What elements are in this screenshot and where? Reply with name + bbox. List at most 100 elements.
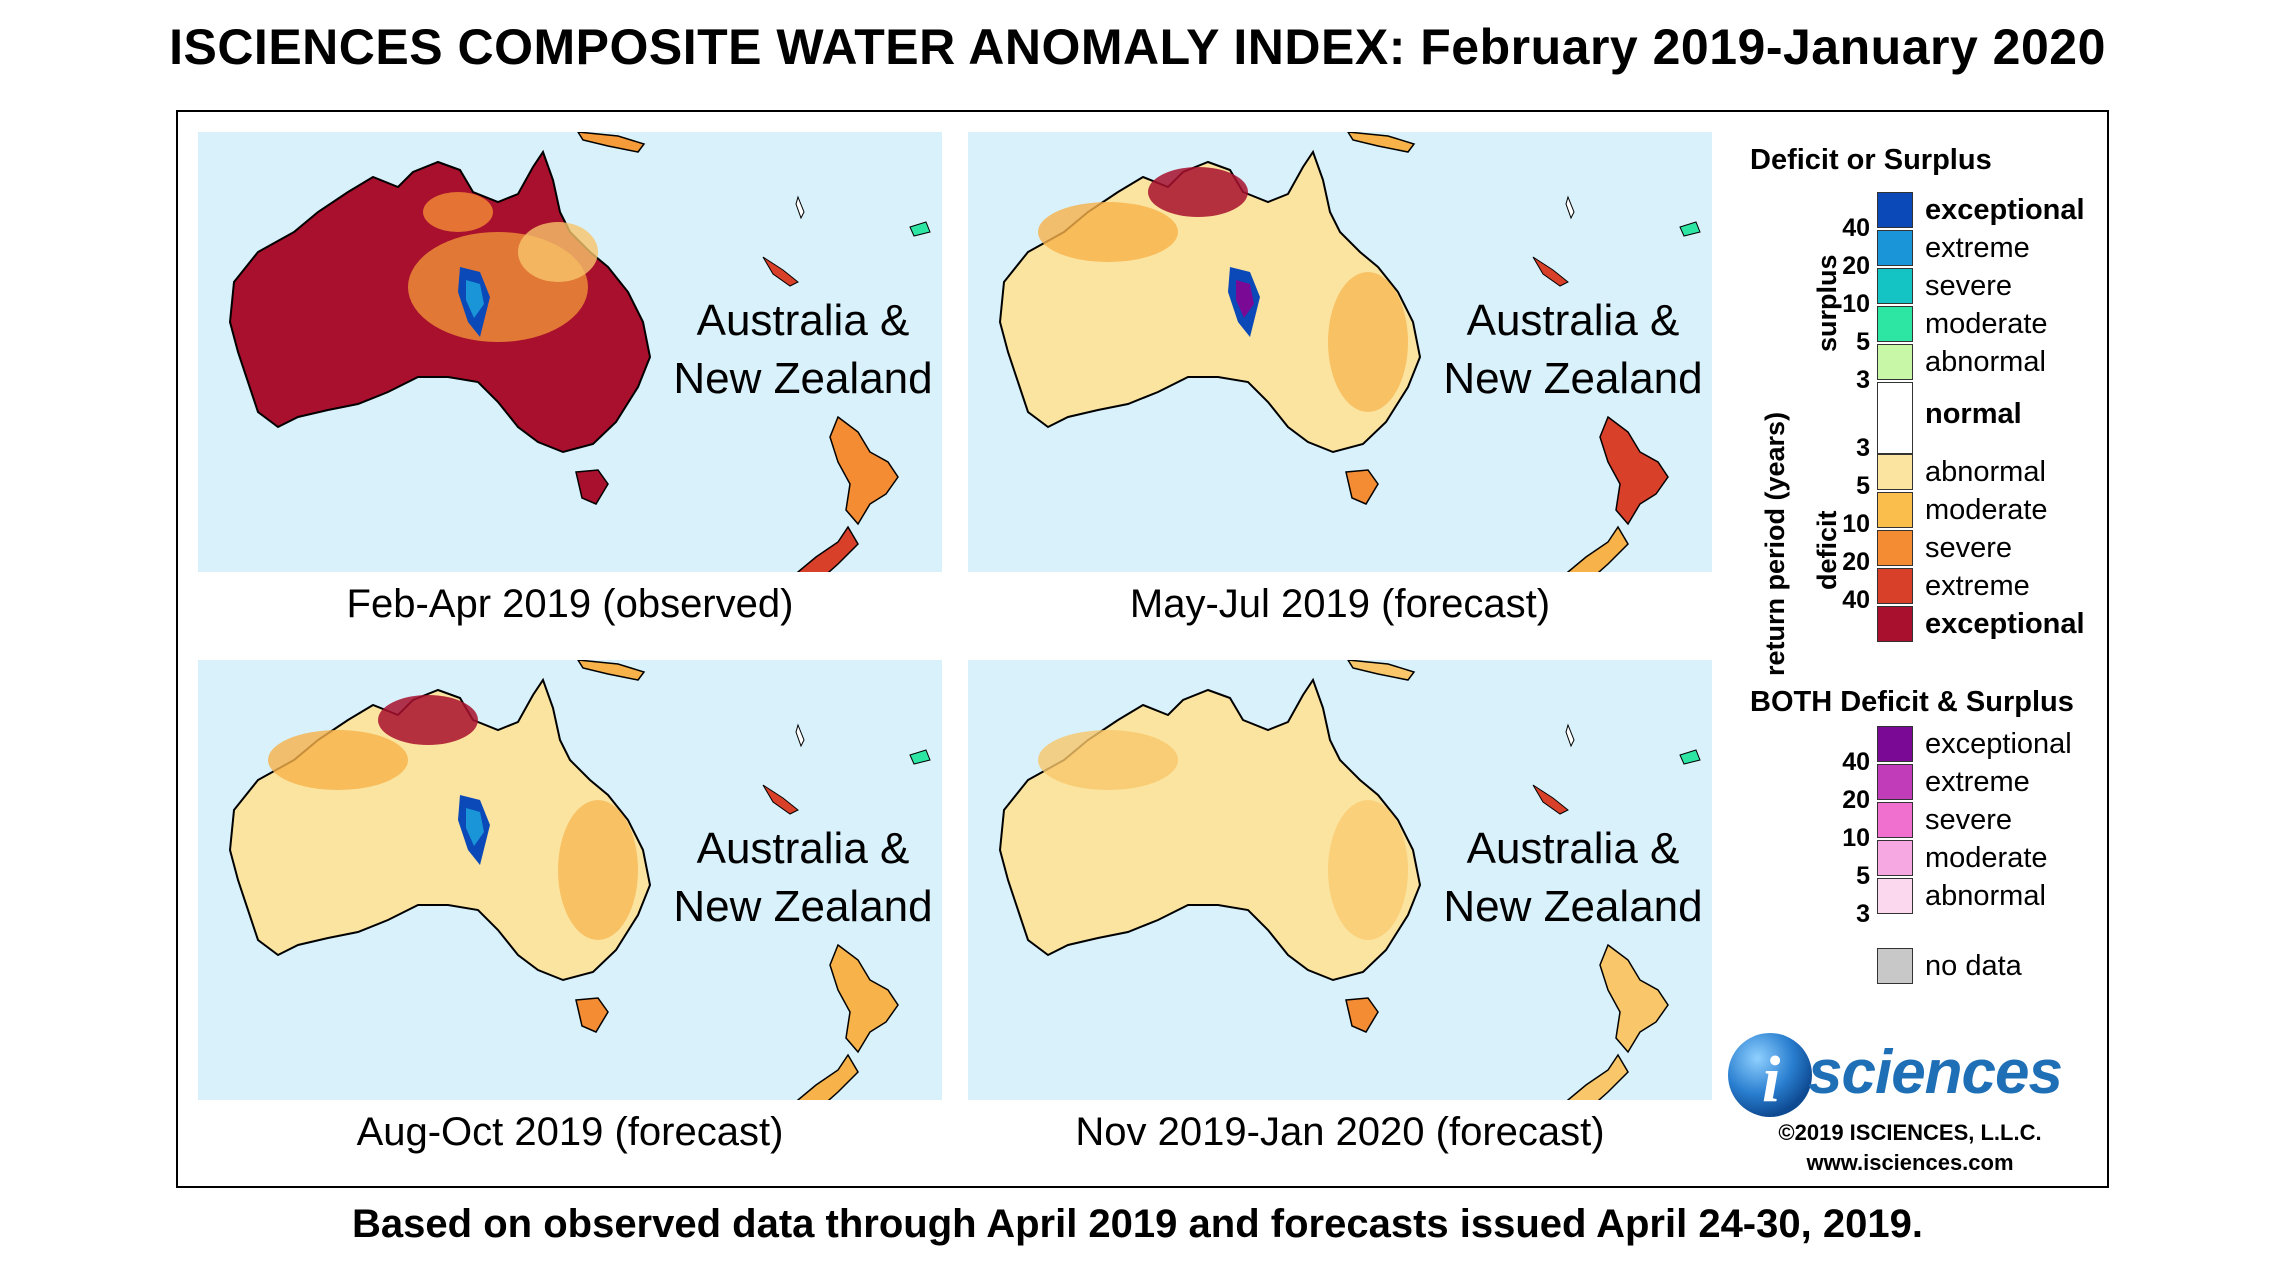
tasmania-landmass	[1345, 469, 1379, 505]
anomaly-patch	[423, 192, 493, 232]
surplus-swatch-abnormal	[1877, 344, 1913, 380]
website-text: www.isciences.com	[1806, 1150, 2014, 1175]
map-svg	[198, 132, 942, 572]
map-panel-2: Australia & New Zealand	[968, 132, 1712, 572]
legend-swatch-no-data	[1877, 948, 1913, 984]
vanuatu-landmass	[795, 195, 805, 220]
both-swatch-exceptional	[1877, 726, 1913, 762]
deficit-tick: 3	[1856, 434, 1870, 462]
both-label-moderate: moderate	[1925, 842, 2048, 874]
surplus-patch-inner	[466, 808, 484, 846]
surplus-tick: 5	[1856, 328, 1870, 356]
both-label-exceptional: exceptional	[1925, 728, 2072, 760]
fiji-landmass	[909, 749, 931, 765]
both-swatch-severe	[1877, 802, 1913, 838]
deficit-swatch-abnormal	[1877, 454, 1913, 490]
papua-new-guinea-landmass	[1347, 660, 1416, 681]
map-caption-2: May-Jul 2019 (forecast)	[1129, 582, 1551, 626]
figure-frame	[176, 110, 2109, 1188]
anomaly-patch	[558, 800, 638, 940]
map-panel-1: Australia & New Zealand	[198, 132, 942, 572]
legend: Deficit or Surplus return period (years)…	[1720, 120, 2100, 1180]
footer-note: Based on observed data through April 201…	[352, 1202, 1923, 1246]
both-swatch-moderate	[1877, 840, 1913, 876]
map-region-label-line2: New Zealand	[1443, 354, 1703, 403]
new-zealand-north-island	[829, 415, 899, 526]
surplus-tick: 20	[1842, 252, 1870, 280]
both-label-extreme: extreme	[1925, 766, 2030, 798]
deficit-swatch-extreme	[1877, 568, 1913, 604]
page-title: ISCIENCES COMPOSITE WATER ANOMALY INDEX:…	[169, 19, 2106, 75]
deficit-label-abnormal: abnormal	[1925, 456, 2046, 488]
new-caledonia-landmass	[1532, 784, 1569, 815]
map-region-label-line1: Australia &	[696, 824, 910, 873]
deficit-tick: 5	[1856, 472, 1870, 500]
tasmania-landmass	[575, 997, 609, 1033]
map-region-label-line1: Australia &	[1466, 296, 1680, 345]
both-tick: 20	[1842, 786, 1870, 814]
new-zealand-south-island	[796, 1053, 859, 1100]
surplus-tick: 10	[1842, 290, 1870, 318]
new-zealand-south-island	[1566, 525, 1629, 572]
surplus-label-abnormal: abnormal	[1925, 346, 2046, 378]
surplus-label-severe: severe	[1925, 270, 2013, 302]
fiji-landmass	[1679, 749, 1701, 765]
surplus-label-moderate: moderate	[1925, 308, 2048, 340]
isciences-logo: i sciences	[1720, 1025, 2100, 1125]
surplus-swatch-extreme	[1877, 230, 1913, 266]
logo-wordmark: sciences	[1808, 1038, 2063, 1107]
anomaly-patch	[268, 730, 408, 790]
surplus-swatch-moderate	[1877, 306, 1913, 342]
map-region-label: Australia & New Zealand	[1438, 820, 1708, 936]
logo-letter: i	[1762, 1043, 1781, 1116]
both-tick: 3	[1856, 900, 1870, 928]
both-swatch-abnormal	[1877, 878, 1913, 914]
legend-heading-both: BOTH Deficit & Surplus	[1750, 686, 2074, 718]
surplus-label-exceptional: exceptional	[1925, 194, 2085, 226]
papua-new-guinea-landmass	[577, 660, 646, 681]
surplus-tick: 3	[1856, 366, 1870, 394]
map-caption-1: Feb-Apr 2019 (observed)	[346, 582, 794, 626]
surplus-tick: 40	[1842, 214, 1870, 242]
fiji-landmass	[909, 221, 931, 237]
anomaly-patch	[1038, 202, 1178, 262]
both-label-severe: severe	[1925, 804, 2013, 836]
map-panel-3: Australia & New Zealand	[198, 660, 942, 1100]
deficit-label-moderate: moderate	[1925, 494, 2048, 526]
map-caption-4: Nov 2019-Jan 2020 (forecast)	[1075, 1110, 1605, 1154]
deficit-tick: 20	[1842, 548, 1870, 576]
anomaly-patch	[1148, 167, 1248, 217]
new-caledonia-landmass	[762, 784, 799, 815]
fiji-landmass	[1679, 221, 1701, 237]
new-zealand-north-island	[1599, 943, 1669, 1054]
new-zealand-south-island	[1566, 1053, 1629, 1100]
surplus-label-extreme: extreme	[1925, 232, 2030, 264]
anomaly-patch	[1038, 730, 1178, 790]
new-caledonia-landmass	[762, 256, 799, 287]
tasmania-landmass	[1345, 997, 1379, 1033]
map-region-label-line2: New Zealand	[673, 354, 933, 403]
papua-new-guinea-landmass	[577, 132, 646, 153]
surplus-swatch-severe	[1877, 268, 1913, 304]
legend-return-period-label: return period (years)	[1760, 411, 1790, 676]
deficit-label-exceptional: exceptional	[1925, 608, 2085, 640]
new-zealand-south-island	[796, 525, 859, 572]
vanuatu-landmass	[795, 723, 805, 748]
deficit-swatch-moderate	[1877, 492, 1913, 528]
map-svg	[968, 660, 1712, 1100]
both-tick: 10	[1842, 824, 1870, 852]
new-zealand-north-island	[1599, 415, 1669, 526]
deficit-tick: 10	[1842, 510, 1870, 538]
map-svg	[198, 660, 942, 1100]
map-region-label-line1: Australia &	[1466, 824, 1680, 873]
copyright-text: ©2019 ISCIENCES, L.L.C.	[1778, 1120, 2042, 1145]
vanuatu-landmass	[1565, 195, 1575, 220]
deficit-label-severe: severe	[1925, 532, 2013, 564]
both-tick: 40	[1842, 748, 1870, 776]
vanuatu-landmass	[1565, 723, 1575, 748]
legend-swatch-normal	[1877, 382, 1913, 454]
anomaly-patch	[1328, 800, 1408, 940]
deficit-swatch-severe	[1877, 530, 1913, 566]
legend-heading-deficit-surplus: Deficit or Surplus	[1750, 144, 1992, 176]
both-swatch-extreme	[1877, 764, 1913, 800]
